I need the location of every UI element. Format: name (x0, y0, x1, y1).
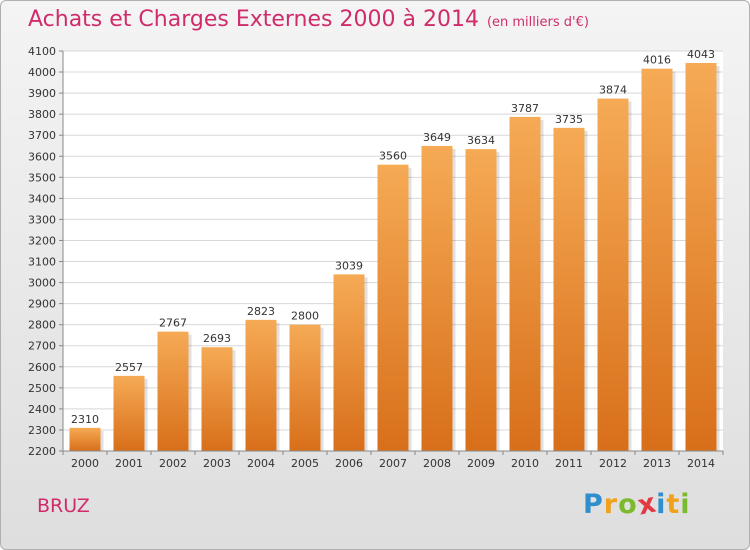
bar-2004 (245, 319, 277, 451)
y-tick-label: 3000 (28, 277, 56, 290)
x-tick-label: 2001 (115, 457, 143, 470)
y-tick-label: 2600 (28, 361, 56, 374)
x-tick-label: 2002 (159, 457, 187, 470)
bar-2002 (157, 331, 189, 451)
x-tick-label: 2014 (687, 457, 715, 470)
y-tick-label: 3500 (28, 171, 56, 184)
bar-2012 (597, 98, 629, 451)
bar-2005 (289, 324, 321, 451)
bar-value-label: 2557 (115, 361, 143, 374)
bar-value-label: 3649 (423, 131, 451, 144)
y-tick-label: 2200 (28, 445, 56, 458)
bar-2009 (465, 149, 497, 451)
y-tick-label: 3300 (28, 213, 56, 226)
y-tick-label: 2800 (28, 319, 56, 332)
bar-2014 (685, 63, 717, 451)
logo-letter: i (680, 489, 691, 520)
bar-2013 (641, 68, 673, 452)
bar-value-label: 4043 (687, 48, 715, 61)
bar-value-label: 2310 (71, 413, 99, 426)
x-tick-label: 2012 (599, 457, 627, 470)
bar-value-label: 3560 (379, 150, 407, 163)
y-tick-label: 2900 (28, 298, 56, 311)
x-tick-label: 2009 (467, 457, 495, 470)
bar-2001 (113, 375, 145, 451)
city-name: BRUZ (37, 495, 90, 517)
y-tick-label: 3400 (28, 192, 56, 205)
logo-letter: r (603, 489, 619, 520)
bar-2007 (377, 164, 409, 451)
bar-2003 (201, 347, 233, 451)
y-tick-label: 3700 (28, 129, 56, 142)
y-tick-label: 2500 (28, 382, 56, 395)
bar-value-label: 2823 (247, 305, 275, 318)
bar-2000 (69, 427, 101, 451)
chart-title: Achats et Charges Externes 2000 à 2014 (e… (28, 7, 589, 32)
y-tick-label: 3100 (28, 256, 56, 269)
logo-letter: t (666, 489, 681, 520)
bar-value-label: 3634 (467, 134, 495, 147)
bar-value-label: 4016 (643, 54, 671, 67)
chart-title-text: Achats et Charges Externes 2000 à 2014 (28, 7, 479, 32)
bar-value-label: 2693 (203, 332, 231, 345)
x-tick-label: 2008 (423, 457, 451, 470)
bar-value-label: 3787 (511, 102, 539, 115)
logo-letter: P (583, 489, 604, 520)
x-tick-label: 2004 (247, 457, 275, 470)
bar-2008 (421, 145, 453, 451)
proxiti-logo: Proxiti (583, 487, 691, 521)
y-tick-label: 3800 (28, 108, 56, 121)
chart-unit: (en milliers d'€) (486, 15, 589, 30)
x-tick-label: 2000 (71, 457, 99, 470)
bar-2010 (509, 116, 541, 451)
logo-letter: o (618, 489, 638, 520)
x-tick-label: 2005 (291, 457, 319, 470)
bar-value-label: 3039 (335, 259, 363, 272)
y-tick-label: 2300 (28, 424, 56, 437)
bar-value-label: 3874 (599, 84, 627, 97)
x-tick-label: 2007 (379, 457, 407, 470)
y-tick-label: 3200 (28, 234, 56, 247)
bar-value-label: 2767 (159, 317, 187, 330)
logo-letter: i (656, 489, 667, 520)
x-tick-label: 2013 (643, 457, 671, 470)
x-tick-label: 2010 (511, 457, 539, 470)
bar-value-label: 2800 (291, 310, 319, 323)
bar-2006 (333, 274, 365, 451)
y-tick-label: 3600 (28, 150, 56, 163)
y-tick-label: 3900 (28, 87, 56, 100)
y-tick-label: 2400 (28, 403, 56, 416)
x-tick-label: 2006 (335, 457, 363, 470)
bar-2011 (553, 127, 585, 451)
y-tick-label: 4000 (28, 66, 56, 79)
y-tick-label: 4100 (28, 45, 56, 58)
y-tick-label: 2700 (28, 340, 56, 353)
x-tick-label: 2011 (555, 457, 583, 470)
x-tick-label: 2003 (203, 457, 231, 470)
bar-value-label: 3735 (555, 113, 583, 126)
